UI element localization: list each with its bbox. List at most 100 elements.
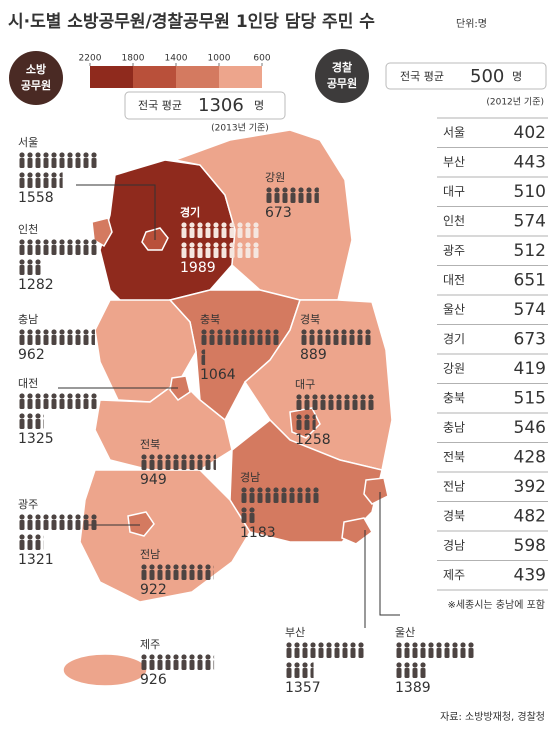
person-icons bbox=[300, 329, 372, 345]
person-icon-row bbox=[180, 242, 260, 258]
region-value: 673 bbox=[265, 205, 292, 221]
person-icons bbox=[18, 534, 44, 550]
person-icons bbox=[18, 172, 63, 188]
person-icon-row bbox=[18, 172, 63, 188]
person-icon-row bbox=[300, 329, 372, 345]
fire-avg-unit: 명 bbox=[254, 99, 264, 112]
police-avg-box bbox=[385, 62, 547, 90]
person-icon-row bbox=[18, 514, 98, 530]
fire-badge-text: 공무원 bbox=[21, 78, 51, 92]
region bbox=[127, 511, 155, 537]
region-name: 경북 bbox=[300, 313, 320, 326]
police-region: 부산 bbox=[443, 155, 465, 169]
title: 시·도별 소방공무원/경찰공무원 1인당 담당 주민 수 bbox=[8, 12, 375, 32]
police-region: 경남 bbox=[443, 538, 465, 552]
police-value: 574 bbox=[514, 300, 546, 320]
police-badge-text: 경찰 bbox=[332, 60, 352, 74]
region-value: 1183 bbox=[240, 525, 276, 541]
legend-tick-label: 1800 bbox=[122, 54, 145, 64]
person-icons bbox=[18, 329, 95, 345]
region-name: 대전 bbox=[18, 377, 38, 390]
region-value: 1064 bbox=[200, 367, 236, 383]
police-avg-label: 전국 평균 bbox=[400, 70, 444, 83]
region-name: 제주 bbox=[140, 638, 160, 651]
person-icon-row bbox=[18, 413, 44, 429]
police-region: 인천 bbox=[443, 213, 465, 228]
region-name: 울산 bbox=[395, 626, 415, 639]
police-value: 546 bbox=[514, 418, 546, 438]
police-value: 512 bbox=[514, 241, 546, 261]
police-value: 443 bbox=[514, 152, 546, 172]
police-value: 598 bbox=[514, 536, 546, 556]
person-icon-row bbox=[18, 534, 44, 550]
police-region: 경기 bbox=[443, 332, 465, 346]
region-value: 1558 bbox=[18, 190, 54, 206]
region-name: 충남 bbox=[18, 313, 38, 326]
person-icon-row bbox=[180, 222, 260, 238]
region-value: 1357 bbox=[285, 680, 321, 696]
legend-swatch bbox=[219, 66, 262, 88]
person-icon-row bbox=[240, 487, 320, 503]
region-name: 대구 bbox=[295, 378, 315, 391]
map bbox=[62, 129, 393, 687]
person-icons bbox=[18, 259, 41, 275]
person-icons bbox=[295, 414, 316, 430]
police-avg: 500 bbox=[470, 66, 504, 87]
fire-badge-text: 소방 bbox=[26, 62, 46, 76]
region bbox=[62, 653, 148, 687]
region-value: 922 bbox=[140, 582, 167, 598]
police-region: 전북 bbox=[443, 450, 465, 464]
person-icons bbox=[295, 394, 375, 410]
region-value: 1321 bbox=[18, 552, 54, 568]
police-region: 광주 bbox=[443, 243, 465, 257]
person-icon-row bbox=[295, 394, 375, 410]
person-icons bbox=[285, 642, 365, 658]
region-value: 1989 bbox=[180, 260, 216, 276]
legend-swatch bbox=[176, 66, 219, 88]
police-region: 서울 bbox=[443, 125, 465, 139]
legend-swatch bbox=[90, 66, 133, 88]
person-icons bbox=[18, 514, 98, 530]
person-icons bbox=[18, 413, 44, 429]
person-icons bbox=[140, 654, 215, 670]
legend-tick-label: 1400 bbox=[165, 54, 188, 64]
region-name: 인천 bbox=[18, 222, 38, 236]
person-icon-row bbox=[18, 152, 98, 168]
police-region: 충남 bbox=[443, 420, 465, 434]
legend-tick-label: 2200 bbox=[79, 54, 102, 64]
region bbox=[341, 517, 373, 545]
person-icons bbox=[285, 662, 314, 678]
police-year-note: (2012년 기준) bbox=[486, 97, 544, 108]
person-icon-row bbox=[18, 329, 95, 345]
police-value: 574 bbox=[514, 211, 546, 231]
region-name: 광주 bbox=[18, 498, 38, 511]
person-icons bbox=[395, 642, 475, 658]
person-icons bbox=[395, 662, 427, 678]
fire-year-note: (2013년 기준) bbox=[211, 123, 269, 134]
fire-avg: 1306 bbox=[198, 95, 244, 116]
person-icons bbox=[200, 329, 280, 345]
police-value: 673 bbox=[514, 329, 546, 349]
person-icons bbox=[180, 242, 260, 258]
region-name: 서울 bbox=[18, 136, 38, 149]
police-avg-unit: 명 bbox=[512, 70, 522, 83]
police-value: 419 bbox=[514, 359, 546, 379]
region-value: 1258 bbox=[295, 432, 331, 448]
person-icon-row bbox=[18, 239, 98, 255]
legend-tick-label: 1000 bbox=[208, 54, 231, 64]
person-icons bbox=[18, 152, 98, 168]
region-name: 경남 bbox=[240, 471, 260, 484]
police-region: 경북 bbox=[443, 509, 465, 523]
person-icons bbox=[240, 487, 320, 503]
region-value: 926 bbox=[140, 672, 167, 688]
police-value: 439 bbox=[514, 565, 546, 585]
person-icon-row bbox=[18, 259, 41, 275]
person-icon-row bbox=[285, 662, 314, 678]
unit: 단위:명 bbox=[456, 17, 487, 30]
note: ※세종시는 충남에 포함 bbox=[447, 599, 545, 611]
region-value: 962 bbox=[18, 347, 45, 363]
fire-avg-label: 전국 평균 bbox=[138, 99, 182, 112]
police-region: 강원 bbox=[443, 361, 465, 375]
police-value: 428 bbox=[514, 447, 546, 467]
police-badge bbox=[315, 49, 369, 103]
